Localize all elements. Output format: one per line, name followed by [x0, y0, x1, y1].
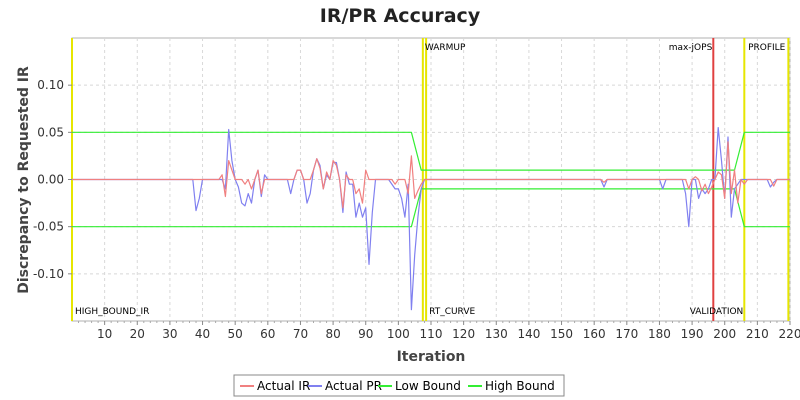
y-tick-label: -0.05 — [33, 220, 64, 234]
legend-label: Actual PR — [325, 379, 382, 393]
x-axis-label: Iteration — [397, 349, 466, 365]
x-tick-label: 140 — [517, 327, 540, 341]
phase-marker-label: WARMUP — [425, 43, 466, 53]
x-tick-label: 120 — [452, 327, 475, 341]
series-line-high-bound — [72, 131, 790, 171]
legend-label: High Bound — [485, 379, 555, 393]
phase-marker-labels: HIGH_BOUND_IR WARMUP RT_CURVE max-jOPS VALID… — [75, 43, 786, 317]
x-tick-label: 100 — [387, 327, 410, 341]
phase-marker-label: HIGH_BOUND_IR — [75, 307, 149, 317]
x-tick-label: 20 — [130, 327, 145, 341]
series-line-actual-pr — [72, 126, 790, 311]
series-line-actual-ir — [72, 141, 790, 209]
x-tick-label: 70 — [293, 327, 308, 341]
x-tick-label: 160 — [583, 327, 606, 341]
x-tick-label: 110 — [420, 327, 443, 341]
legend-label: Actual IR — [257, 379, 310, 393]
y-axis-label: Discrepancy to Requested IR — [16, 66, 32, 294]
x-tick-label: 80 — [325, 327, 340, 341]
y-tick-label: -0.10 — [33, 267, 64, 281]
x-tick-label: 90 — [358, 327, 373, 341]
series-line-low-bound — [72, 188, 790, 228]
x-tick-label: 170 — [615, 327, 638, 341]
x-tick-label: 30 — [162, 327, 177, 341]
x-tick-label: 180 — [648, 327, 671, 341]
y-axis-ticks: 0.10 0.05 0.00 -0.05 -0.10 — [33, 78, 72, 281]
x-tick-label: 220 — [779, 327, 800, 341]
x-tick-label: 40 — [195, 327, 210, 341]
y-tick-label: 0.10 — [37, 78, 64, 92]
x-tick-label: 10 — [97, 327, 112, 341]
x-tick-label: 130 — [485, 327, 508, 341]
legend-box — [233, 374, 565, 397]
y-tick-label: 0.05 — [37, 125, 64, 139]
phase-marker-label: VALIDATION — [690, 307, 744, 317]
legend-label: Low Bound — [395, 379, 461, 393]
x-tick-label: 190 — [681, 327, 704, 341]
phase-marker-label: PROFILE — [748, 43, 786, 53]
y-tick-label: 0.00 — [37, 173, 64, 187]
legend: Actual IR Actual PR Low Bound High Bound — [233, 374, 565, 397]
series-lines — [72, 126, 790, 311]
x-tick-label: 210 — [746, 327, 769, 341]
phase-marker-label: RT_CURVE — [429, 307, 475, 317]
x-tick-label: 50 — [228, 327, 243, 341]
chart-title: IR/PR Accuracy — [320, 5, 481, 27]
grid-lines — [72, 38, 791, 321]
x-axis-ticks: 10 20 30 40 50 60 70 80 90 100 110 120 130 140 150 160 1… — [78, 321, 800, 341]
x-tick-label: 60 — [260, 327, 275, 341]
phase-marker-label: max-jOPS — [669, 43, 713, 53]
x-tick-label: 150 — [550, 327, 573, 341]
x-tick-label: 200 — [713, 327, 736, 341]
